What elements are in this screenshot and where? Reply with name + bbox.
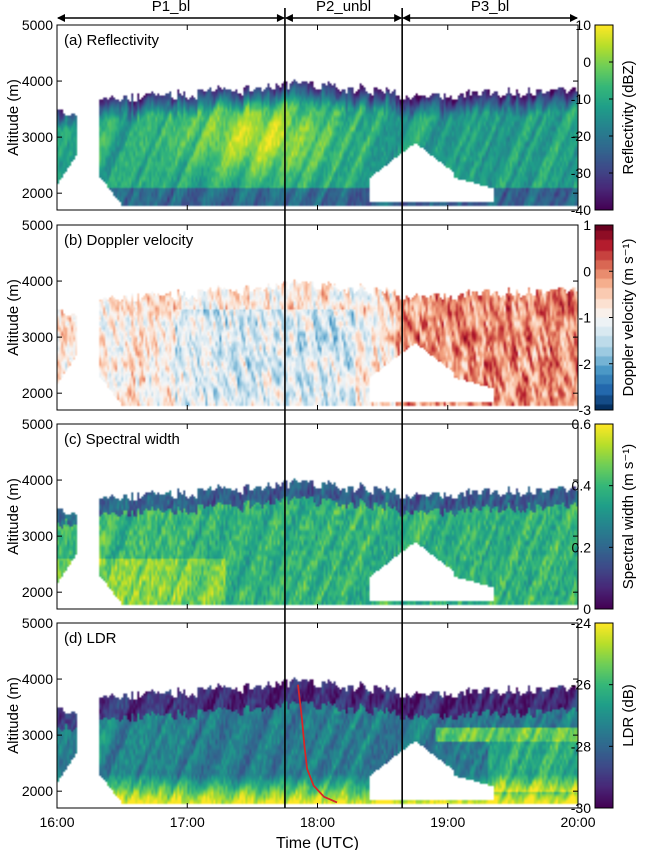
colorbar-tick-label: -30 (571, 800, 591, 816)
colorbar-tick-label: 10 (575, 17, 591, 33)
colorbar-tick-label: 0 (583, 263, 591, 279)
y-tick-label: 4000 (22, 472, 53, 488)
colorbar-tick-label: -20 (571, 128, 591, 144)
panel-b: 2000 3000 4000 5000 Altitude (m) (b) Doppler … (5, 217, 637, 418)
y-axis-label: Altitude (m) (5, 677, 22, 754)
colorbar-tick-label: 0 (583, 54, 591, 70)
colorbar-tick-label: 0.4 (572, 478, 592, 494)
x-tick-label: 17:00 (170, 814, 205, 830)
y-tick-label: 3000 (22, 129, 53, 145)
panel-a: 2000 3000 4000 5000 Altitude (m) (a) Reflecti… (5, 17, 637, 218)
x-tick-label: 16:00 (39, 814, 74, 830)
period-label-2: P2_unbl (316, 0, 371, 15)
colorbar-frame (594, 622, 614, 809)
colorbar-tick-label: -40 (571, 202, 591, 218)
y-tick-label: 3000 (22, 727, 53, 743)
colorbar-label: Spectral width (m s⁻¹) (620, 444, 637, 589)
x-axis-label: Time (UTC) (276, 835, 359, 850)
period-arrowhead-left (57, 14, 65, 22)
colorbar-frame (594, 24, 614, 211)
panel-title: (c) Spectral width (64, 431, 180, 448)
y-tick-label: 3000 (22, 329, 53, 345)
y-tick-label: 5000 (22, 217, 53, 233)
colorbar-tick-label: -3 (579, 402, 592, 418)
y-tick-label: 2000 (22, 783, 53, 799)
panel-d: 2000 3000 4000 5000 Altitude (m) (d) LDR -30 -2… (5, 615, 637, 816)
y-tick-label: 5000 (22, 416, 53, 432)
period-arrowhead-left (284, 14, 293, 22)
colorbar-tick-label: -1 (579, 310, 592, 326)
y-tick-label: 4000 (22, 671, 53, 687)
colorbar-tick-label: 0.6 (572, 416, 592, 432)
colorbar-gradient (595, 25, 613, 210)
x-tick-label: 19:00 (430, 814, 465, 830)
y-axis-label: Altitude (m) (5, 478, 22, 555)
period-label-1: P1_bl (152, 0, 190, 15)
heatmap-ldr (57, 623, 578, 808)
colorbar-label: LDR (dB) (620, 684, 637, 747)
colorbar-label: Doppler velocity (m s⁻¹) (620, 239, 637, 397)
panel-title: (d) LDR (64, 630, 117, 647)
period-arrowhead-right (394, 14, 403, 22)
y-tick-label: 4000 (22, 73, 53, 89)
y-axis-label: Altitude (m) (5, 279, 22, 356)
colorbar-tick-label: 0.2 (572, 539, 592, 555)
panel-title: (a) Reflectivity (64, 32, 160, 49)
heatmap-velocity (57, 225, 578, 410)
colorbar-tick-label: -30 (571, 165, 591, 181)
colorbar-tick-label: -2 (579, 356, 592, 372)
heatmap-reflectivity (57, 25, 578, 210)
period-arrowhead-right (570, 14, 578, 22)
y-tick-label: 4000 (22, 273, 53, 289)
colorbar-tick-label: 1 (583, 217, 591, 233)
colorbar-tick-label: -10 (571, 91, 591, 107)
colorbar-tick-label: 0 (583, 601, 591, 617)
period-arrowhead-left (402, 14, 411, 22)
panel-title: (b) Doppler velocity (64, 232, 194, 249)
y-tick-label: 2000 (22, 584, 53, 600)
y-axis-label: Altitude (m) (5, 79, 22, 156)
colorbar-label: Reflectivity (dBZ) (620, 60, 637, 174)
colorbar-frame (594, 423, 614, 610)
y-tick-label: 2000 (22, 185, 53, 201)
colorbar-gradient (595, 424, 613, 609)
period-arrowhead-right (276, 14, 285, 22)
y-tick-label: 2000 (22, 385, 53, 401)
y-tick-label: 5000 (22, 615, 53, 631)
y-tick-label: 3000 (22, 528, 53, 544)
colorbar-gradient (595, 225, 613, 410)
panel-c: 2000 3000 4000 5000 Altitude (m) (c) Spectral… (5, 416, 637, 617)
period-label-3: P3_bl (471, 0, 509, 15)
x-tick-label: 20:00 (560, 814, 595, 830)
melting-layer-line (297, 684, 338, 804)
colorbar-tick-label: -28 (571, 738, 591, 754)
colorbar-tick-label: -26 (571, 677, 591, 693)
period-header: P1_bl P2_unbl P3_bl (57, 0, 578, 22)
colorbar-gradient (595, 623, 613, 808)
heatmap-width (57, 424, 578, 609)
colorbar-tick-label: -24 (571, 615, 591, 631)
y-tick-label: 5000 (22, 17, 53, 33)
x-tick-label: 18:00 (300, 814, 335, 830)
